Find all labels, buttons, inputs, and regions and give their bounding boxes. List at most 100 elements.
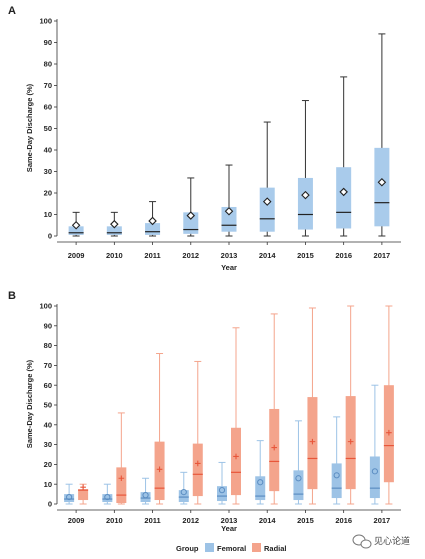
panel-b-mean-marker-radial [309,438,316,445]
panel-b-box-radial [307,307,318,505]
panel-b-box-radial [116,412,127,505]
panel-b-plot-area [64,305,394,505]
panel-b-iqr-box-femoral [64,494,75,503]
panel-b-mean-marker-radial [347,438,354,445]
panel-b-iqr-box-femoral [293,470,304,501]
panel-b-label: B [8,290,16,302]
panel-a-iqr-box-series [374,147,390,227]
panel-b-x-tick-label: 2009 [68,516,85,525]
panel-a-y-tick-label: 50 [44,124,52,133]
panel-b-y-tick-label: 90 [44,321,52,330]
panel-a-y-tick-label: 30 [44,167,52,176]
panel-a-mean-marker-series [339,187,348,197]
panel-a-x-tick-label: 2011 [144,251,160,260]
panel-a-y-tick-label: 40 [44,146,52,155]
panel-a-iqr-box-series [259,187,275,232]
panel-a-y-tick-label: 80 [44,60,52,69]
panel-a-y-tick-label: 70 [44,81,52,90]
panel-b-x-tick-label: 2015 [297,516,314,525]
panel-a-box-series [145,201,161,237]
panel-a-label: A [8,5,16,17]
panel-a-x-axis-title: Year [221,263,237,272]
panel-b-mean-marker-femoral [142,491,149,499]
panel-b-iqr-box-femoral [217,486,227,502]
panel-a-box-series [106,211,122,237]
legend-title: Group [176,544,199,553]
panel-a-mean-marker-series [301,190,310,200]
panel-a-y-tick-label: 60 [44,103,52,112]
watermark-text: 见心论道 [374,535,410,546]
panel-b-mean-marker-radial [80,484,86,490]
panel-b-mean-marker-radial [271,444,278,451]
panel-b-y-axis-title: Same-Day Discharge (%) [25,359,34,448]
panel-a-x-tick-label: 2015 [297,251,314,260]
panel-b-mean-marker-femoral [371,468,378,475]
panel-b-y-tick-label: 30 [44,440,52,449]
panel-a-y-tick-label: 0 [48,232,52,241]
panel-a-box-series [259,121,275,237]
panel-a-x-tick-label: 2009 [68,251,85,260]
panel-b-x-tick-label: 2011 [144,516,160,525]
panel-a-iqr-box-series [68,226,84,235]
panel-b-iqr-box-radial [192,443,203,497]
panel-a-y-tick-label: 100 [39,17,52,26]
panel-b-x-axis-title: Year [221,524,237,533]
panel-a-x-tick-label: 2012 [182,251,199,260]
panel-a-mean-marker-series [262,197,272,206]
panel-a-box-series [183,177,199,237]
panel-b-y-tick-label: 20 [44,460,52,469]
panel-a-box-series [374,33,390,237]
wechat-icon [352,534,372,549]
panel-b-box-radial [383,305,394,505]
panel-a-mean-marker-series [186,211,196,220]
panel-a-mean-marker-series [224,206,234,216]
panel-b-y-tick-label: 60 [44,381,52,390]
panel-a-iqr-box-series [183,212,199,234]
panel-b-box-femoral [102,483,113,505]
panel-a-y-axis-title: Same-Day Discharge (%) [25,83,34,172]
panel-b-mean-marker-femoral [180,489,187,496]
panel-b-box-femoral [369,384,380,505]
panel-a-x-tick-label: 2014 [259,251,277,260]
panel-a-plot-area [68,33,390,237]
panel-b-mean-marker-femoral [257,479,264,486]
panel-b-mean-marker-femoral [333,472,340,479]
panel-b-box-radial [192,360,203,505]
panel-b-x-tick-label: 2012 [182,516,199,525]
panel-b-mean-marker-radial [156,466,163,473]
panel-b-x-tick-label: 2014 [259,516,277,525]
legend-swatch-radial [252,543,261,552]
panel-a-y-tick-label: 10 [44,210,52,219]
panel-a-mean-marker-series [71,220,81,230]
panel-b-box-femoral [217,461,227,505]
panel-b-box-radial [78,483,89,505]
panel-b-mean-marker-femoral [104,493,111,501]
panel-b-y-tick-label: 0 [48,500,52,509]
panel-a-iqr-box-series [106,226,122,235]
panel-b-y-tick-label: 50 [44,401,52,410]
panel-b-y-tick-label: 70 [44,361,52,370]
panel-b-mean-marker-radial [194,460,201,467]
panel-b-iqr-box-radial [78,489,89,501]
panel-b-iqr-box-femoral [369,456,380,499]
panel-b-mean-marker-radial [233,453,239,460]
panel-b-box-femoral [293,420,304,505]
panel-b-mean-marker-femoral [295,475,302,482]
panel-b-x-tick-label: 2016 [335,516,352,525]
panel-b-x-tick-label: 2010 [106,516,123,525]
panel-a-x-tick-label: 2010 [106,251,123,260]
panel-a-y-tick-label: 20 [44,189,52,198]
panel-a-mean-marker-series [377,177,387,187]
panel-a-iqr-box-series [336,167,352,229]
panel-b-iqr-box-femoral [331,463,342,499]
panel-b-box-radial [154,353,165,505]
panel-b-box-femoral [64,483,75,505]
panel-b-iqr-box-radial [231,427,241,496]
panel-a-box-series [336,76,352,237]
panel-a-y-tick-label: 90 [44,38,52,47]
watermark: 见心论道 [352,534,410,549]
legend-label-radial: Radial [264,544,287,553]
panel-b-mean-marker-radial [386,429,392,436]
panel-b: B Same-Day Discharge (%) Year 0 10 20 30 40 5… [8,290,401,533]
